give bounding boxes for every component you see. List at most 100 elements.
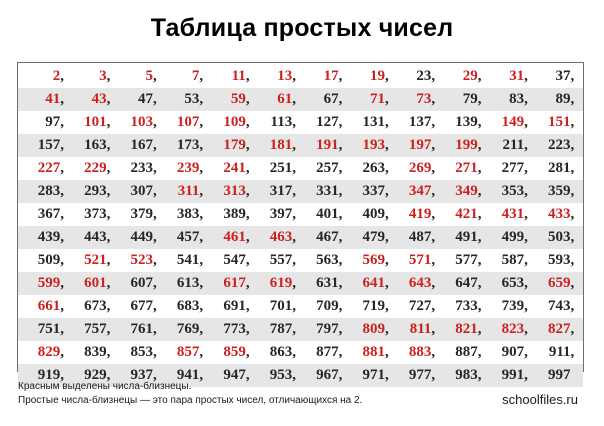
prime-cell: 127, <box>316 114 343 130</box>
prime-cell: 397, <box>269 206 296 222</box>
prime-cell: 379, <box>130 206 157 222</box>
twin-prime-cell: 239, <box>176 160 204 176</box>
prime-cell: 331, <box>316 183 343 199</box>
prime-cell: 479, <box>362 229 389 245</box>
prime-cell: 587, <box>501 252 528 268</box>
prime-cell: 691, <box>223 298 250 314</box>
twin-prime-cell: 881, <box>362 344 389 360</box>
table-row: 97, 101, 103, 107, 109, 113, 127, 131, 137, 139, 1… <box>18 111 583 134</box>
table-row: 41, 43, 47, 53, 59, 61, 67, 71, 73, 79, 83, 89, <box>18 88 583 111</box>
twin-prime-cell: 827, <box>548 321 575 337</box>
prime-cell: 443, <box>84 229 111 245</box>
prime-cell: 887, <box>455 344 482 360</box>
prime-cell: 137, <box>408 114 436 130</box>
prime-cell: 683, <box>176 298 204 314</box>
prime-cell: 283, <box>37 183 64 199</box>
legend-note: Красным выделены числа-близнецы. <box>18 381 192 392</box>
prime-cell: 593, <box>548 252 575 268</box>
prime-cell: 353, <box>501 183 528 199</box>
prime-cell: 967, <box>316 367 343 383</box>
prime-cell: 977, <box>408 367 436 383</box>
prime-cell: 607, <box>130 275 157 291</box>
prime-cell: 467, <box>316 229 343 245</box>
prime-cell: 139, <box>455 114 482 130</box>
twin-prime-cell: 859, <box>223 344 250 360</box>
table-row: 919, 929, 937, 941, 947, 953, 967, 971, 977, 983,… <box>18 364 583 387</box>
twin-prime-cell: 73, <box>416 91 436 107</box>
twin-prime-cell: 617, <box>223 275 250 291</box>
prime-cell: 953, <box>269 367 296 383</box>
prime-cell: 223, <box>548 137 575 153</box>
prime-cell: 787, <box>269 321 296 337</box>
prime-cell: 97, <box>45 114 64 130</box>
prime-cell: 409, <box>362 206 389 222</box>
twin-prime-cell: 809, <box>362 321 389 337</box>
prime-cell: 449, <box>130 229 157 245</box>
twin-prime-cell: 3, <box>99 68 111 84</box>
prime-cell: 163, <box>84 137 111 153</box>
prime-cell: 733, <box>455 298 482 314</box>
twin-prime-cell: 619, <box>269 275 296 291</box>
prime-cell: 47, <box>138 91 157 107</box>
twin-prime-cell: 313, <box>223 183 250 199</box>
twin-prime-cell: 29, <box>462 68 482 84</box>
prime-cell: 743, <box>548 298 575 314</box>
prime-cell: 337, <box>362 183 389 199</box>
twin-prime-cell: 661, <box>37 298 64 314</box>
prime-cell: 983, <box>455 367 482 383</box>
prime-cell: 673, <box>84 298 111 314</box>
prime-cell: 929, <box>84 367 111 383</box>
prime-cell: 739, <box>501 298 528 314</box>
prime-cell: 167, <box>130 137 157 153</box>
prime-cell: 157, <box>37 137 64 153</box>
prime-cell: 773, <box>223 321 250 337</box>
twin-prime-cell: 349, <box>455 183 482 199</box>
twin-prime-cell: 17, <box>323 68 343 84</box>
twin-prime-cell: 347, <box>408 183 436 199</box>
prime-cell: 727, <box>408 298 436 314</box>
prime-cell: 719, <box>362 298 389 314</box>
site-credit: schoolfiles.ru <box>502 392 578 407</box>
prime-cell: 487, <box>408 229 436 245</box>
twin-prime-cell: 31, <box>509 68 528 84</box>
prime-cell: 499, <box>501 229 528 245</box>
twin-prime-cell: 857, <box>176 344 204 360</box>
prime-cell: 877, <box>316 344 343 360</box>
twin-prime-cell: 61, <box>277 91 296 107</box>
prime-cell: 863, <box>269 344 296 360</box>
twin-prime-cell: 463, <box>269 229 296 245</box>
table-row: 367, 373, 379, 383, 389, 397, 401, 409, 419, 421,… <box>18 203 583 226</box>
twin-prime-cell: 643, <box>408 275 436 291</box>
twin-prime-cell: 431, <box>501 206 528 222</box>
twin-prime-cell: 569, <box>362 252 389 268</box>
prime-cell: 631, <box>316 275 343 291</box>
twin-prime-cell: 659, <box>548 275 575 291</box>
table-row: 829, 839, 853, 857, 859, 863, 877, 881, 883, 887,… <box>18 341 583 364</box>
twin-prime-cell: 271, <box>455 160 482 176</box>
prime-cell: 677, <box>130 298 157 314</box>
prime-cell: 277, <box>501 160 528 176</box>
twin-prime-cell: 199, <box>455 137 482 153</box>
prime-cell: 757, <box>84 321 111 337</box>
twin-prime-cell: 109, <box>223 114 250 130</box>
table-row: 661, 673, 677, 683, 691, 701, 709, 719, 727, 733,… <box>18 295 583 318</box>
prime-cell: 307, <box>130 183 157 199</box>
table-row: 439, 443, 449, 457, 461, 463, 467, 479, 487, 491,… <box>18 226 583 249</box>
table-row: 509, 521, 523, 541, 547, 557, 563, 569, 571, 577,… <box>18 249 583 272</box>
prime-cell: 577, <box>455 252 482 268</box>
table-row: 751, 757, 761, 769, 773, 787, 797, 809, 811, 821,… <box>18 318 583 341</box>
twin-prime-cell: 191, <box>316 137 343 153</box>
prime-cell: 853, <box>130 344 157 360</box>
primes-rows: 2, 3, 5, 7, 11, 13, 17, 19, 23, 29, 31, 37, 41, 43, 47… <box>18 65 583 387</box>
prime-cell: 941, <box>176 367 204 383</box>
twin-prime-cell: 523, <box>130 252 157 268</box>
prime-cell: 839, <box>84 344 111 360</box>
twin-prime-cell: 829, <box>37 344 64 360</box>
twin-prime-cell: 41, <box>45 91 64 107</box>
prime-cell: 503, <box>548 229 575 245</box>
twin-prime-cell: 193, <box>362 137 389 153</box>
prime-cell: 709, <box>316 298 343 314</box>
twin-prime-cell: 151, <box>548 114 575 130</box>
prime-cell: 257, <box>316 160 343 176</box>
prime-cell: 761, <box>130 321 157 337</box>
